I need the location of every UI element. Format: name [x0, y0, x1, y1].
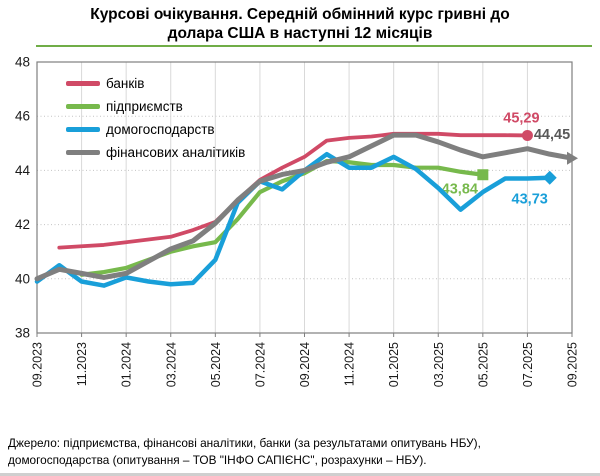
- y-axis-label: 44: [15, 163, 31, 178]
- line-chart: 38 40 42 44 46 48 09.2023 11.2023 01.2024 03.2024…: [15, 55, 580, 388]
- legend-item-households: домогосподарств: [66, 118, 245, 141]
- legend-label-households: домогосподарств: [106, 122, 215, 137]
- x-axis-label: 03.2025: [432, 342, 446, 387]
- series-line-0: [57, 131, 530, 250]
- series-end-value-label: 45,29: [503, 110, 539, 126]
- x-axis-label: 05.2025: [476, 342, 490, 387]
- series-end-marker-triangle: [567, 151, 578, 165]
- series-end-value-label: 43,84: [442, 182, 478, 198]
- x-axis-label: 09.2025: [566, 342, 580, 387]
- series-end-marker-diamond: [542, 170, 557, 185]
- legend-item-enterprises: підприємств: [66, 95, 245, 118]
- title-underline: [36, 45, 592, 47]
- y-axis-label: 42: [15, 217, 30, 232]
- x-axis-label: 03.2024: [164, 342, 178, 387]
- legend-item-banks: банків: [66, 72, 245, 95]
- series-end-marker-square: [477, 169, 489, 181]
- x-axis-label: 11.2024: [343, 342, 357, 386]
- x-axis-label: 01.2025: [387, 342, 401, 387]
- series-end-value-label: 44,45: [534, 127, 570, 143]
- legend-item-analysts: фінансових аналітиків: [66, 141, 245, 164]
- series-line-2: [34, 151, 552, 288]
- legend-label-banks: банків: [106, 76, 145, 91]
- x-axis-label: 11.2023: [75, 342, 89, 386]
- series-end-value-label: 43,73: [512, 192, 548, 208]
- y-axis-label: 46: [15, 109, 30, 124]
- legend-label-enterprises: підприємств: [106, 99, 183, 114]
- legend-label-analysts: фінансових аналітиків: [106, 145, 246, 160]
- y-axis-label: 48: [15, 55, 30, 70]
- legend-swatch-enterprises: [66, 104, 100, 109]
- legend-swatch-analysts: [66, 150, 100, 155]
- series-end-marker-circle: [521, 129, 533, 141]
- chart-title: Курсові очікування. Середній обмінний ку…: [0, 5, 600, 43]
- series-line-3: [34, 132, 575, 282]
- y-axis-label: 40: [15, 271, 30, 286]
- source-note: Джерело: підприємства, фінансові аналіти…: [8, 435, 596, 468]
- plot-border: [36, 61, 573, 334]
- series-line-1: [79, 158, 485, 277]
- legend-swatch-banks: [66, 81, 100, 86]
- chart-title-line2: долара США в наступні 12 місяців: [167, 25, 433, 42]
- y-axis-label: 38: [15, 326, 30, 341]
- x-axis-label: 09.2024: [298, 342, 312, 387]
- chart-legend: банків підприємств домогосподарств фінан…: [66, 72, 245, 164]
- legend-swatch-households: [66, 127, 100, 132]
- x-axis-label: 07.2024: [253, 342, 267, 387]
- x-axis-label: 05.2024: [209, 342, 223, 387]
- source-note-line2: домогосподарства (опитування – ТОВ "ІНФО…: [8, 452, 427, 467]
- source-note-line1: Джерело: підприємства, фінансові аналіти…: [8, 436, 481, 450]
- x-axis-label: 07.2025: [521, 342, 535, 387]
- x-axis-label: 09.2023: [31, 342, 45, 387]
- chart-title-line1: Курсові очікування. Середній обмінний ку…: [90, 6, 510, 23]
- x-axis-label: 01.2024: [120, 342, 134, 387]
